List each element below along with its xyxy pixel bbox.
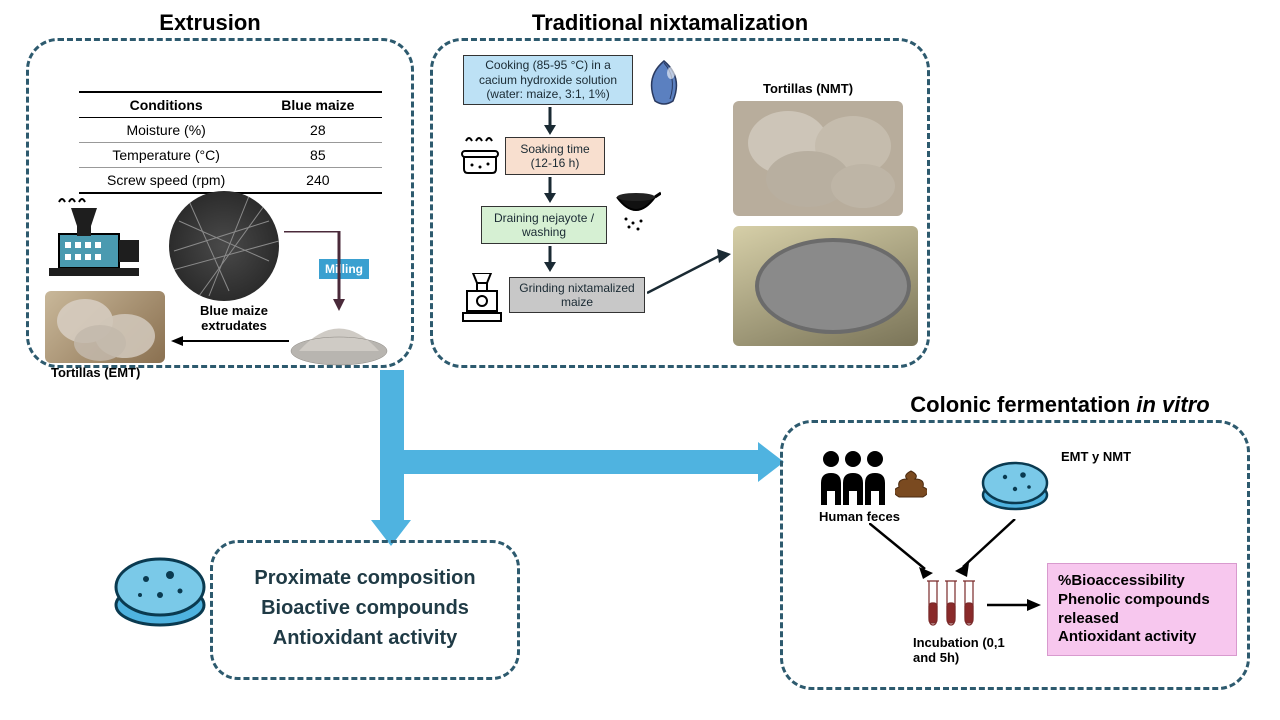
- test-tubes-icon: [921, 577, 981, 633]
- grinding-step: Grinding nixtamalized maize: [509, 277, 645, 313]
- draining-step: Draining nejayote / washing: [481, 206, 607, 244]
- composition-panel: Proximate composition Bioactive compound…: [210, 540, 520, 680]
- arrow-down-icon: [543, 246, 557, 274]
- table-header: Conditions: [79, 92, 253, 118]
- tubes-to-results-arrow-icon: [987, 597, 1043, 613]
- human-feces-label: Human feces: [819, 509, 900, 524]
- colander-icon: [611, 191, 661, 233]
- converge-arrow-right-icon: [953, 519, 1023, 581]
- emt-tortillas-label: Tortillas (EMT): [51, 365, 140, 380]
- people-icon: [813, 447, 893, 507]
- results-box: %Bioaccessibility Phenolic compounds rel…: [1047, 563, 1237, 656]
- colonic-title: Colonic fermentation in vitro: [870, 392, 1250, 418]
- flow-arrow-vertical: [380, 370, 404, 525]
- converge-arrow-left-icon: [869, 523, 939, 583]
- table-row: Temperature (°C) 85: [79, 143, 382, 168]
- kernel-icon: [643, 59, 685, 107]
- grinding-to-griddle-arrow-icon: [647, 249, 735, 299]
- extrudates-label: Blue maize extrudates: [189, 303, 279, 333]
- extrusion-panel: Conditions Blue maize Moisture (%) 28 Te…: [26, 38, 414, 368]
- results-line: %Bioaccessibility: [1058, 572, 1226, 591]
- table-row: Screw speed (rpm) 240: [79, 168, 382, 194]
- grinder-icon: [459, 273, 505, 327]
- colonic-panel: Human feces EMT y NMT Incubation (0,1 an…: [780, 420, 1250, 690]
- extruder-icon: [39, 196, 149, 286]
- composition-line: Bioactive compounds: [213, 597, 517, 620]
- nixtamalization-panel: Cooking (85-95 °C) in a cacium hydroxide…: [430, 38, 930, 368]
- petri-dish-icon: [110, 545, 210, 635]
- conditions-table: Conditions Blue maize Moisture (%) 28 Te…: [79, 91, 382, 194]
- sample-dish-icon: [979, 453, 1051, 515]
- extrusion-title: Extrusion: [140, 10, 280, 36]
- emt-tortillas-photo: [45, 291, 165, 363]
- nixtamalization-title: Traditional nixtamalization: [500, 10, 840, 36]
- flow-arrow-horizontal: [380, 450, 760, 474]
- cooking-step: Cooking (85-95 °C) in a cacium hydroxide…: [463, 55, 633, 105]
- flour-to-tortilla-arrow-icon: [169, 333, 289, 349]
- griddle-photo: [733, 226, 918, 346]
- extrudates-photo: [169, 191, 279, 301]
- milling-arrow-icon: [284, 231, 354, 321]
- samples-label: EMT y NMT: [1061, 449, 1131, 464]
- results-line: Antioxidant activity: [1058, 628, 1226, 647]
- nmt-tortillas-photo: [733, 101, 903, 216]
- pot-icon: [458, 137, 502, 177]
- arrow-down-icon: [543, 107, 557, 137]
- flour-pile-icon: [289, 311, 389, 366]
- composition-line: Proximate composition: [213, 567, 517, 590]
- incubation-label: Incubation (0,1 and 5h): [913, 635, 1023, 665]
- arrow-down-icon: [543, 177, 557, 205]
- feces-icon: [895, 469, 927, 499]
- results-line: Phenolic compounds released: [1058, 591, 1226, 629]
- table-header: Blue maize: [253, 92, 382, 118]
- nmt-tortillas-label: Tortillas (NMT): [763, 81, 853, 96]
- table-row: Moisture (%) 28: [79, 118, 382, 143]
- soaking-step: Soaking time (12-16 h): [505, 137, 605, 175]
- composition-line: Antioxidant activity: [213, 627, 517, 650]
